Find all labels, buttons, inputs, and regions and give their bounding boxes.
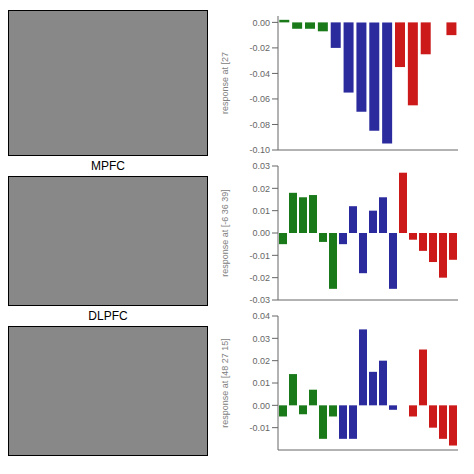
svg-text:0.02: 0.02 — [252, 184, 270, 194]
svg-text:0.03: 0.03 — [252, 334, 270, 344]
svg-text:-0.02: -0.02 — [249, 43, 270, 53]
svg-text:0.04: 0.04 — [252, 311, 270, 321]
svg-text:-0.02: -0.02 — [249, 273, 270, 283]
svg-text:-0.01: -0.01 — [249, 251, 270, 261]
svg-text:response at [-6 36 39]: response at [-6 36 39] — [220, 189, 230, 277]
html-text:DLPFC: DLPFC — [88, 309, 128, 323]
svg-text:0.01: 0.01 — [252, 206, 270, 216]
svg-text:0.03: 0.03 — [252, 161, 270, 171]
svg-text:-0.08: -0.08 — [249, 120, 270, 130]
svg-text:-0.06: -0.06 — [249, 94, 270, 104]
svg-text:-0.03: -0.03 — [249, 295, 270, 305]
html-text:MPFC: MPFC — [91, 159, 125, 173]
svg-text:response at [27: response at [27 — [220, 52, 230, 114]
svg-text:-0.04: -0.04 — [249, 69, 270, 79]
svg-text:0.00: 0.00 — [252, 228, 270, 238]
svg-text:0.02: 0.02 — [252, 356, 270, 366]
svg-text:0.01: 0.01 — [252, 378, 270, 388]
svg-text:0.00: 0.00 — [252, 18, 270, 28]
svg-text:-0.01: -0.01 — [249, 423, 270, 433]
svg-text:-0.10: -0.10 — [249, 145, 270, 155]
svg-text:response at [48 27 15]: response at [48 27 15] — [220, 338, 230, 428]
svg-text:0.00: 0.00 — [252, 401, 270, 411]
